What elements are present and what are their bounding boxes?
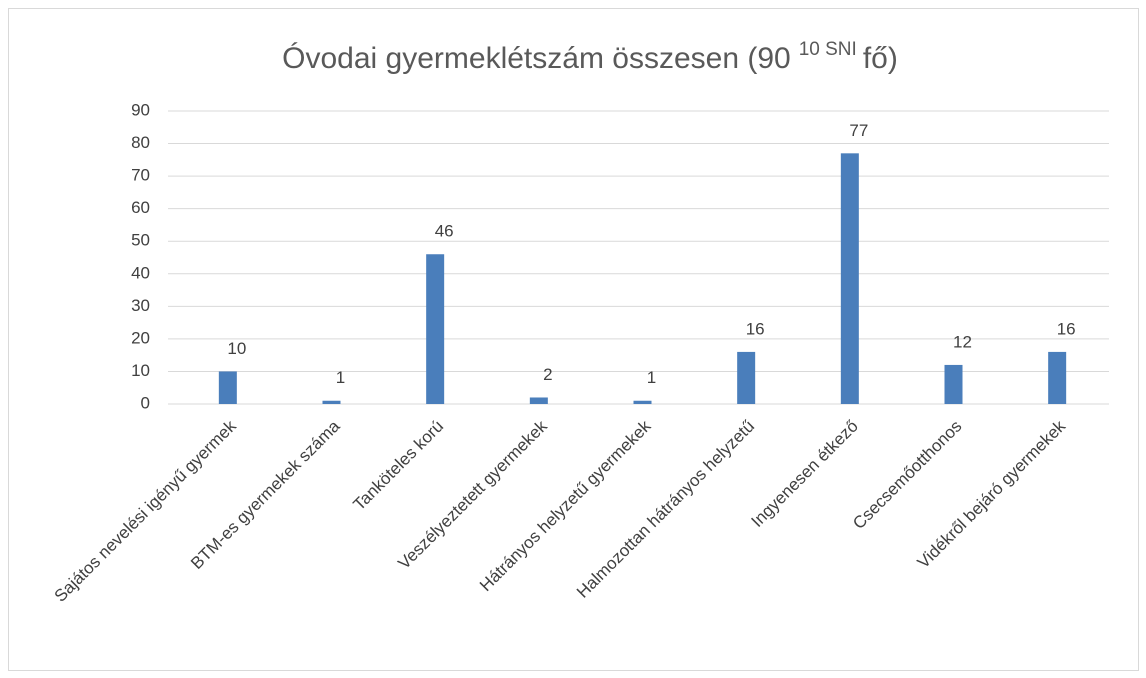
bar <box>1048 351 1067 404</box>
chart-border <box>8 8 1139 671</box>
y-tick-label: 90 <box>131 100 150 119</box>
y-tick-label: 10 <box>131 361 150 380</box>
data-label: 1 <box>336 368 345 387</box>
y-tick-label: 70 <box>131 166 150 185</box>
y-tick-label: 30 <box>131 296 150 315</box>
y-tick-label: 20 <box>131 328 150 347</box>
bar <box>322 400 341 404</box>
bar <box>218 371 237 404</box>
data-label: 16 <box>1057 319 1076 338</box>
bar <box>529 397 548 404</box>
data-label: 16 <box>746 319 765 338</box>
y-tick-label: 60 <box>131 198 150 217</box>
data-label: 77 <box>849 121 868 140</box>
bar <box>633 400 652 404</box>
y-tick-label: 40 <box>131 263 150 282</box>
y-tick-label: 50 <box>131 231 150 250</box>
title-superscript: 10 SNI <box>799 39 857 60</box>
bar <box>944 364 963 404</box>
data-label: 2 <box>543 365 552 384</box>
y-tick-label: 80 <box>131 133 150 152</box>
bar <box>737 351 756 404</box>
title-end: fő) <box>863 42 898 75</box>
chart-title: Óvodai gyermeklétszám összesen (90 10 SNI… <box>282 39 898 75</box>
title-main: Óvodai gyermeklétszám összesen (90 <box>282 42 791 75</box>
bar <box>840 153 859 404</box>
bar <box>426 254 445 404</box>
data-label: 1 <box>647 368 656 387</box>
y-tick-label: 0 <box>141 393 150 412</box>
data-label: 10 <box>227 339 246 358</box>
data-label: 12 <box>953 332 972 351</box>
data-label: 46 <box>435 222 454 241</box>
